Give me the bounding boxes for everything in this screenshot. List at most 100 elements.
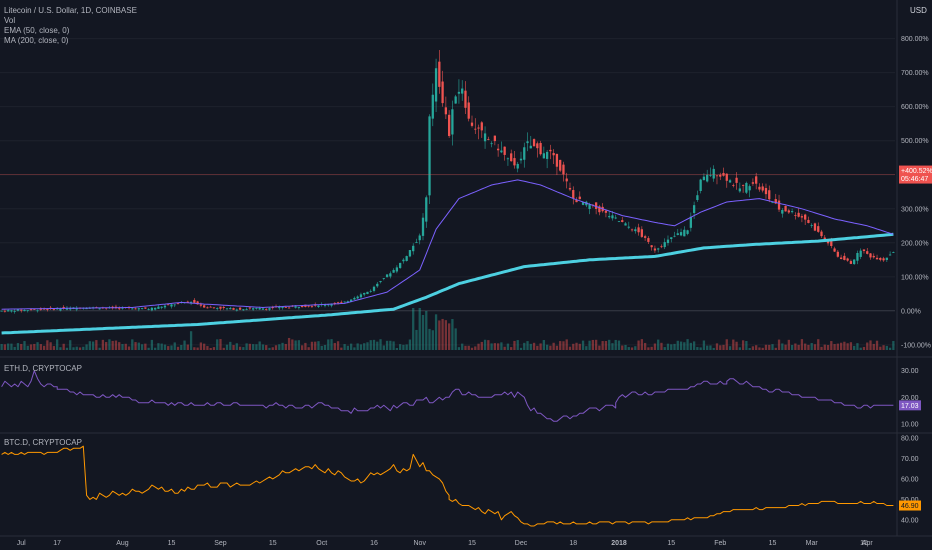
candle-body — [36, 310, 39, 312]
candle-body — [20, 309, 23, 311]
candle-body — [154, 307, 157, 310]
candle-body — [490, 143, 493, 145]
volume-bar — [545, 344, 549, 350]
candle-body — [261, 308, 265, 310]
volume-bar — [336, 341, 340, 350]
volume-bar — [686, 339, 689, 350]
candle-body — [402, 259, 405, 262]
candle-body — [46, 308, 49, 310]
volume-bar — [431, 330, 434, 350]
candle-body — [506, 158, 510, 160]
eth-legend[interactable]: ETH.D, CRYPTOCAP — [4, 364, 82, 373]
volume-bar — [712, 347, 715, 350]
candle-body — [189, 301, 193, 304]
candle-body — [745, 182, 748, 193]
volume-bar — [820, 346, 823, 350]
volume-bar — [536, 345, 539, 350]
volume-bar — [75, 346, 78, 350]
volume-bar — [529, 343, 532, 350]
candle-body — [755, 176, 758, 184]
volume-bar — [268, 347, 271, 350]
candle-body — [781, 210, 784, 214]
candle-body — [614, 217, 617, 219]
volume-bar — [140, 344, 144, 350]
volume-bar — [121, 344, 124, 350]
volume-bar — [376, 341, 379, 350]
volume-bar — [663, 347, 666, 350]
time-tick-label: 15 — [860, 540, 868, 547]
volume-bar — [23, 341, 26, 350]
candle-body — [764, 188, 768, 195]
candle-body — [519, 158, 523, 161]
candle-body — [790, 211, 794, 213]
candle-body — [327, 304, 330, 306]
volume-bar — [98, 347, 101, 350]
candle-body — [643, 236, 647, 238]
volume-bar — [421, 314, 425, 350]
symbol-title[interactable]: Litecoin / U.S. Dollar, 1D, COINBASE — [4, 6, 137, 15]
candle-body — [258, 307, 261, 310]
volume-bar — [611, 343, 614, 350]
candle-body — [304, 304, 307, 307]
volume-bar — [807, 344, 810, 350]
candle-body — [588, 204, 591, 210]
vol-legend[interactable]: Vol — [4, 16, 16, 25]
candle-body — [193, 299, 196, 303]
volume-bar — [454, 328, 457, 350]
volume-bar — [500, 342, 503, 350]
volume-bar — [438, 320, 441, 350]
time-tick-label: Aug — [116, 540, 129, 547]
ema-legend[interactable]: EMA (50, close, 0) — [4, 26, 70, 35]
eth-tick-label: 20.00 — [901, 395, 919, 402]
volume-bar — [82, 346, 85, 350]
ma-legend[interactable]: MA (200, close, 0) — [4, 36, 69, 45]
price-badge-countdown: 05:46:47 — [901, 176, 928, 183]
candle-body — [470, 122, 474, 126]
volume-bar — [405, 344, 408, 350]
volume-bar — [862, 346, 866, 350]
volume-bar — [614, 339, 617, 350]
candle-body — [134, 308, 137, 310]
candle-body — [777, 200, 781, 210]
candle-body — [513, 158, 516, 166]
candle-body — [813, 223, 817, 231]
volume-bar — [885, 345, 888, 350]
candle-body — [356, 296, 359, 299]
candle-body — [555, 153, 559, 167]
volume-bar — [284, 343, 287, 350]
candle-body — [565, 178, 568, 182]
candle-body — [98, 308, 101, 310]
btc-tick-label: 80.00 — [901, 436, 919, 443]
candle-body — [252, 308, 255, 310]
btc-legend[interactable]: BTC.D, CRYPTOCAP — [4, 438, 82, 447]
time-tick-label: 15 — [667, 540, 675, 547]
volume-bar — [418, 308, 421, 350]
volume-bar — [216, 339, 219, 350]
volume-bar — [839, 342, 843, 350]
currency-label[interactable]: USD — [910, 6, 927, 15]
candle-body — [817, 226, 820, 232]
candle-body — [575, 200, 578, 203]
volume-bar — [464, 345, 467, 350]
candle-body — [735, 177, 738, 183]
time-tick-label: 2018 — [611, 540, 627, 547]
candle-body — [33, 308, 36, 310]
candle-body — [647, 238, 650, 242]
candle-body — [696, 195, 699, 200]
candle-body — [434, 68, 438, 102]
volume-bar — [657, 339, 660, 350]
volume-bar — [882, 345, 885, 350]
candle-body — [474, 128, 477, 130]
candle-body — [758, 186, 761, 190]
candle-body — [3, 310, 7, 312]
candle-body — [232, 308, 235, 310]
volume-bar — [252, 344, 255, 350]
volume-bar — [7, 343, 10, 350]
volume-bar — [706, 345, 709, 350]
volume-bar — [248, 343, 252, 350]
time-tick-label: Dec — [515, 540, 528, 547]
candle-body — [673, 235, 676, 237]
candle-body — [875, 257, 879, 260]
candle-body — [10, 310, 13, 312]
